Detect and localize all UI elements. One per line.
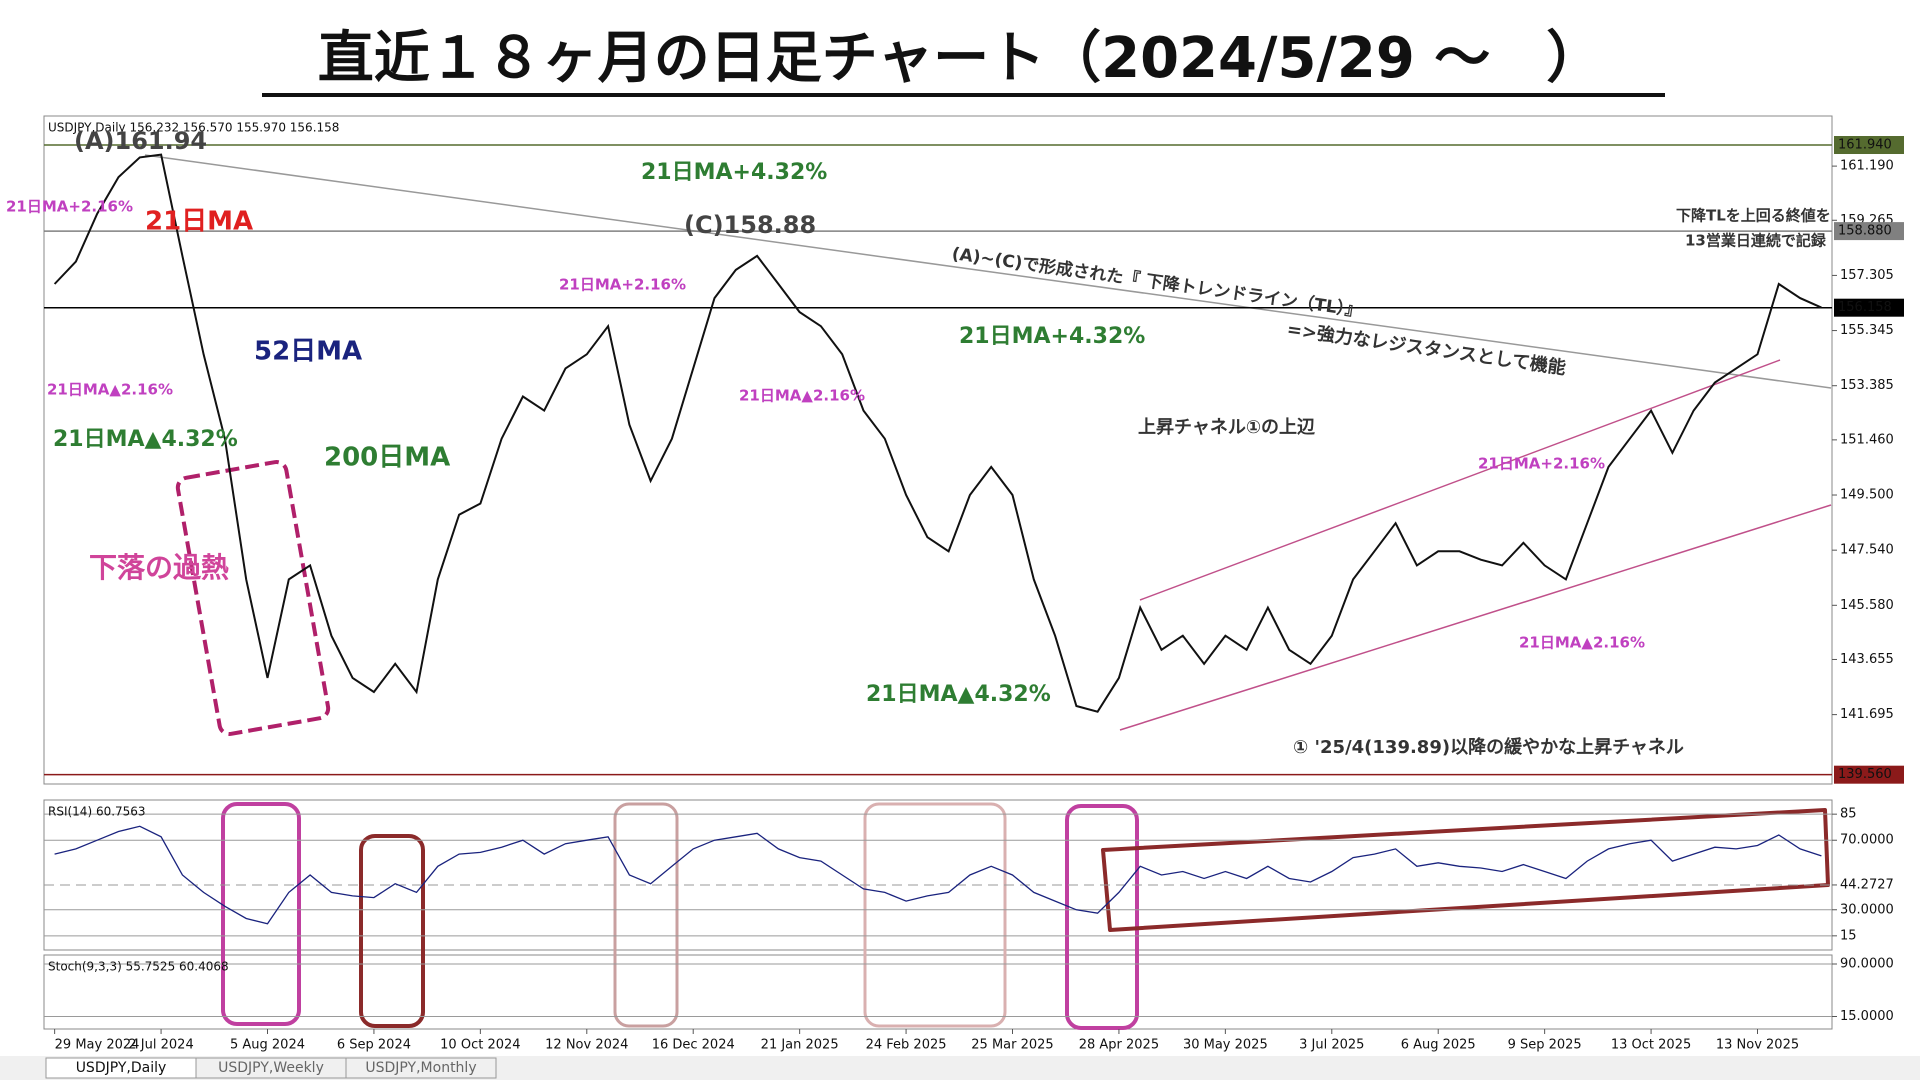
y-tick-label: 155.345	[1840, 323, 1894, 338]
y-tick-label: 149.500	[1840, 488, 1894, 503]
annotation: 21日MA	[145, 207, 253, 237]
price-tag	[1834, 222, 1904, 241]
price-tag	[1834, 136, 1904, 155]
y-tick-label: 90.0000	[1840, 957, 1894, 972]
highlight-box	[221, 802, 301, 1026]
tab	[345, 1057, 497, 1079]
x-tick-label: 25 Mar 2025	[971, 1038, 1053, 1053]
y-tick-label: 44.2727	[1840, 877, 1894, 892]
annotation: (A)161.94	[74, 127, 207, 155]
y-tick-label: 147.540	[1840, 543, 1894, 558]
annotation: 21日MA▲4.32%	[53, 427, 238, 452]
annotation: 下降TLを上回る終値を	[1676, 207, 1831, 225]
x-tick-label: 16 Dec 2024	[652, 1038, 735, 1053]
annotation: =>強力なレジスタンスとして機能	[1286, 318, 1568, 379]
x-tick-label: 29 May 2024	[55, 1038, 140, 1053]
trend-line	[144, 154, 1832, 389]
stoch-panel	[43, 954, 1833, 1030]
price-tag	[1834, 765, 1904, 784]
x-tick-label: 13 Oct 2025	[1611, 1038, 1691, 1053]
y-tick-label: 145.580	[1840, 598, 1894, 613]
tab-label[interactable]: USDJPY,Monthly	[365, 1060, 476, 1076]
x-tick-label: 13 Nov 2025	[1716, 1038, 1799, 1053]
x-tick-label: 28 Apr 2025	[1079, 1038, 1159, 1053]
x-tick-label: 2 Jul 2024	[128, 1038, 193, 1053]
x-tick-label: 3 Jul 2025	[1299, 1038, 1364, 1053]
channel-lower	[1119, 504, 1832, 731]
highlight-box	[863, 802, 1007, 1028]
annotation: ① '25/4(139.89)以降の緩やかな上昇チャネル	[1293, 736, 1684, 758]
x-tick-label: 9 Sep 2025	[1508, 1038, 1582, 1053]
highlight-box	[613, 802, 679, 1028]
y-tick-label: 157.305	[1840, 268, 1894, 283]
annotation: 200日MA	[324, 443, 450, 473]
tab-label[interactable]: USDJPY,Weekly	[218, 1060, 324, 1076]
chart-header: USDJPY,Daily 156.232 156.570 155.970 156…	[48, 121, 339, 135]
annotation: 21日MA+2.16%	[1478, 455, 1605, 473]
y-tick-label: 153.385	[1840, 378, 1894, 393]
x-tick-label: 6 Sep 2024	[337, 1038, 411, 1053]
highlight-box	[359, 834, 425, 1028]
annotation: 13営業日連続で記録	[1685, 232, 1827, 250]
x-tick-label: 5 Aug 2024	[230, 1038, 305, 1053]
y-tick-label: 70.0000	[1840, 833, 1894, 848]
annotation: 上昇チャネル①の上辺	[1138, 417, 1315, 438]
channel-upper	[1139, 359, 1781, 601]
price-tag-label: 139.560	[1838, 767, 1892, 782]
annotation: 21日MA+2.16%	[6, 198, 133, 216]
indicator-label: RSI(14) 60.7563	[48, 805, 146, 819]
y-tick-label: 143.655	[1840, 652, 1894, 667]
annotation: 21日MA▲2.16%	[1519, 634, 1645, 652]
price-tag	[1834, 298, 1904, 317]
annotation: 21日MA▲4.32%	[866, 682, 1051, 707]
y-tick-label: 161.190	[1840, 159, 1894, 174]
y-tick-label: 151.460	[1840, 432, 1894, 447]
main-panel	[43, 115, 1833, 785]
price-tag-label: 158.880	[1838, 224, 1892, 239]
annotation: 21日MA+4.32%	[959, 324, 1145, 349]
x-tick-label: 30 May 2025	[1183, 1038, 1268, 1053]
x-tick-label: 10 Oct 2024	[440, 1038, 520, 1053]
annotation: 21日MA+2.16%	[559, 276, 686, 294]
y-tick-label: 141.695	[1840, 707, 1894, 722]
annotation: 21日MA▲2.16%	[739, 387, 865, 405]
annotation: (C)158.88	[684, 211, 816, 239]
overheat-box	[175, 460, 331, 736]
highlight-box	[1065, 804, 1139, 1030]
x-tick-label: 24 Feb 2025	[866, 1038, 947, 1053]
page-title: 直近１８ヶ月の日足チャート（2024/5/29 ～ ）	[318, 26, 1603, 91]
annotation: 下落の過熱	[89, 551, 229, 584]
price-tag-label: 161.940	[1838, 138, 1892, 153]
x-tick-label: 21 Jan 2025	[761, 1038, 839, 1053]
series-line	[53, 153, 1822, 713]
annotation: 52日MA	[254, 337, 362, 367]
rsi-panel	[43, 799, 1833, 951]
price-tag-label: 156.158	[1838, 300, 1892, 315]
y-tick-label: 30.0000	[1840, 902, 1894, 917]
annotation: 21日MA▲2.16%	[47, 381, 173, 399]
y-tick-label: 85	[1840, 807, 1857, 822]
x-tick-label: 6 Aug 2025	[1401, 1038, 1476, 1053]
rsi-range-box	[1101, 808, 1830, 932]
annotation: 21日MA+4.32%	[641, 160, 827, 185]
x-tick-label: 12 Nov 2024	[545, 1038, 628, 1053]
y-tick-label: 15	[1840, 928, 1857, 943]
series-line	[54, 825, 1822, 925]
y-tick-label: 15.0000	[1840, 1009, 1894, 1024]
indicator-label: Stoch(9,3,3) 55.7525 60.4068	[48, 960, 229, 974]
tab-label[interactable]: USDJPY,Daily	[76, 1060, 167, 1076]
annotation: (A)~(C)で形成された『 下降トレンドライン（TL）』	[951, 243, 1364, 321]
